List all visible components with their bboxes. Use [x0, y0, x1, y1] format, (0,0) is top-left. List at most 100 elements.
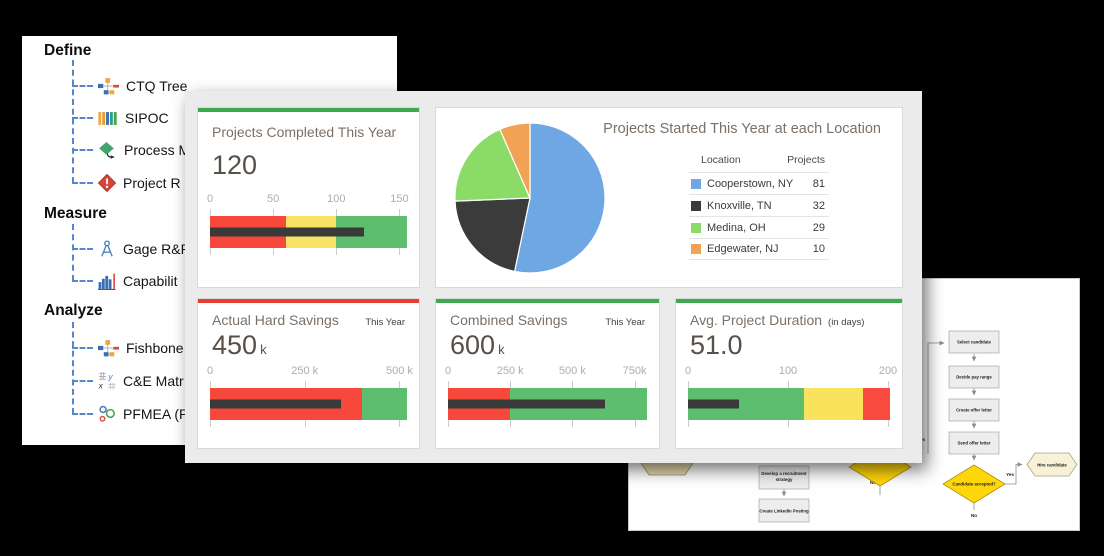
tree-connector-line — [72, 322, 74, 414]
gage-rr-icon — [98, 240, 116, 258]
pie-legend: Location Projects Cooperstown, NY 81 Kno… — [689, 152, 829, 260]
section-header-define: Define — [44, 42, 92, 59]
card-accent-bar — [436, 299, 659, 303]
pie-slice — [454, 197, 531, 273]
card-accent-bar — [198, 108, 419, 112]
bullet-chart-area — [448, 381, 647, 427]
sidebar-item-project-risk[interactable]: Project R — [98, 172, 181, 194]
kpi-card-projects-completed[interactable]: Projects Completed This Year 120 0 50 100 1… — [197, 107, 420, 288]
sipoc-icon — [98, 111, 118, 126]
kpi-card-actual-hard-savings[interactable]: Actual Hard Savings This Year 450 k 0 250 … — [197, 298, 420, 449]
sidebar-item-ctq-tree[interactable]: CTQ Tree — [98, 75, 187, 97]
tree-connector-line — [72, 149, 93, 151]
process-map-icon — [98, 141, 117, 159]
card-unit-tag: (in days) — [828, 317, 865, 328]
legend-header-projects: Projects — [787, 154, 825, 166]
sidebar-item-label: Capabilit — [123, 273, 178, 289]
bullet-axis-labels: 0 50 100 150 — [207, 193, 409, 207]
bullet-chart-actual-hard-savings: 0 250 k 500 k — [206, 365, 413, 427]
legend-value: 29 — [812, 221, 825, 234]
tree-connector-line — [72, 182, 93, 184]
axis-tick-label: 500 k — [558, 365, 586, 377]
kpi-value: 600 k — [450, 330, 505, 360]
bullet-chart-area — [210, 381, 407, 427]
sidebar-item-label: Process M — [124, 142, 191, 158]
legend-label: Edgewater, NJ — [707, 243, 779, 255]
hiring-flowchart: Yes Yes No No Select candidate Decide pa… — [640, 330, 1078, 523]
sidebar-item-sipoc[interactable]: SIPOC — [98, 107, 169, 129]
sidebar-item-pfmea[interactable]: PFMEA (P — [98, 403, 188, 425]
tree-connector-line — [72, 413, 93, 415]
flow-node-decide-pay-range[interactable]: Decide pay range — [948, 365, 1000, 389]
flow-node-hire-candidate[interactable]: Hire candidate — [1026, 452, 1078, 477]
card-title: Projects Started This Year at each Locat… — [603, 121, 881, 137]
sidebar-item-capability[interactable]: Capabilit — [98, 270, 177, 292]
flow-connector — [1005, 462, 1023, 485]
legend-row: Knoxville, TN 32 — [689, 194, 829, 216]
svg-text:y: y — [107, 372, 113, 381]
card-title: Avg. Project Duration — [690, 312, 823, 328]
card-accent-bar — [198, 299, 419, 303]
svg-text:x: x — [98, 380, 104, 390]
bullet-track — [210, 216, 407, 248]
legend-row: Medina, OH 29 — [689, 216, 829, 238]
flow-node-recruitment-strategy[interactable]: Develop a recruitment strategy — [758, 465, 810, 490]
svg-text:Hire candidate: Hire candidate — [1037, 463, 1067, 468]
legend-value: 81 — [812, 177, 825, 190]
sidebar-item-process-map[interactable]: Process M — [98, 139, 190, 161]
legend-swatch — [691, 200, 701, 211]
legend-header: Location Projects — [689, 152, 829, 172]
svg-text:Develop a recruitment: Develop a recruitment — [761, 471, 807, 476]
card-title: Actual Hard Savings — [212, 312, 339, 328]
bullet-zone — [804, 388, 863, 420]
bullet-chart-projects-completed: 0 50 100 150 — [207, 193, 409, 255]
flow-node-linkedin-posting[interactable]: Create LinkedIn Posting — [758, 498, 810, 523]
flow-node-send-offer-letter[interactable]: Send offer letter — [948, 431, 1000, 455]
dashboard-panel[interactable]: Projects Completed This Year 120 0 50 100 1… — [185, 91, 922, 463]
section-header-analyze: Analyze — [44, 302, 103, 319]
axis-tick-label: 0 — [684, 365, 692, 377]
bullet-zone — [361, 388, 407, 420]
pfmea-icon — [98, 405, 116, 423]
flow-connector — [927, 340, 945, 454]
axis-tick-label: 0 — [206, 365, 214, 377]
bullet-chart-area — [688, 381, 890, 427]
tree-connector-line — [72, 248, 93, 250]
flow-node-select-candidate[interactable]: Select candidate — [948, 330, 1000, 354]
flow-node-candidate-accepted[interactable]: Candidate accepted? — [942, 464, 1006, 504]
bullet-measure-bar — [210, 227, 365, 237]
legend-swatch — [691, 222, 701, 233]
pie-chart — [454, 122, 606, 274]
bullet-measure-bar — [688, 399, 739, 409]
kpi-value: 450 k — [212, 330, 267, 360]
pie-slice — [513, 122, 606, 274]
sidebar-item-label: SIPOC — [125, 110, 169, 126]
svg-text:Send offer letter: Send offer letter — [958, 441, 991, 446]
legend-value: 32 — [812, 199, 825, 212]
sidebar-item-label: Gage R&R — [123, 241, 191, 257]
flow-node-create-offer-letter[interactable]: Create offer letter — [948, 398, 1000, 422]
chart-card-projects-started[interactable]: Projects Started This Year at each Locat… — [435, 107, 903, 288]
svg-text:Create LinkedIn Posting: Create LinkedIn Posting — [759, 509, 809, 514]
kpi-card-avg-project-duration[interactable]: Avg. Project Duration (in days) 51.0 0 10… — [675, 298, 903, 449]
bullet-axis-labels: 0 250 k 500 k — [206, 365, 413, 379]
bullet-zone — [863, 388, 890, 420]
axis-tick-label: 0 — [444, 365, 452, 377]
legend-swatch — [691, 244, 701, 254]
sidebar-item-label: PFMEA (P — [123, 406, 189, 422]
axis-tick-label: 50 — [267, 193, 280, 205]
kpi-card-combined-savings[interactable]: Combined Savings This Year 600 k 0 250 k 50… — [435, 298, 660, 449]
bullet-chart-avg-project-duration: 0 100 200 — [684, 365, 897, 427]
card-period-tag: This Year — [605, 317, 645, 328]
sidebar-item-gage-rr[interactable]: Gage R&R — [98, 238, 191, 260]
sidebar-item-label: C&E Matr — [123, 373, 184, 389]
axis-tick-label: 100 — [778, 365, 798, 377]
sidebar-item-fishbone[interactable]: Fishbone — [98, 337, 184, 359]
fishbone-icon — [98, 339, 119, 357]
legend-row: Edgewater, NJ 10 — [689, 238, 829, 260]
project-risk-icon — [98, 174, 116, 192]
tree-connector-line — [72, 60, 74, 183]
svg-text:Decide pay range: Decide pay range — [956, 375, 992, 380]
